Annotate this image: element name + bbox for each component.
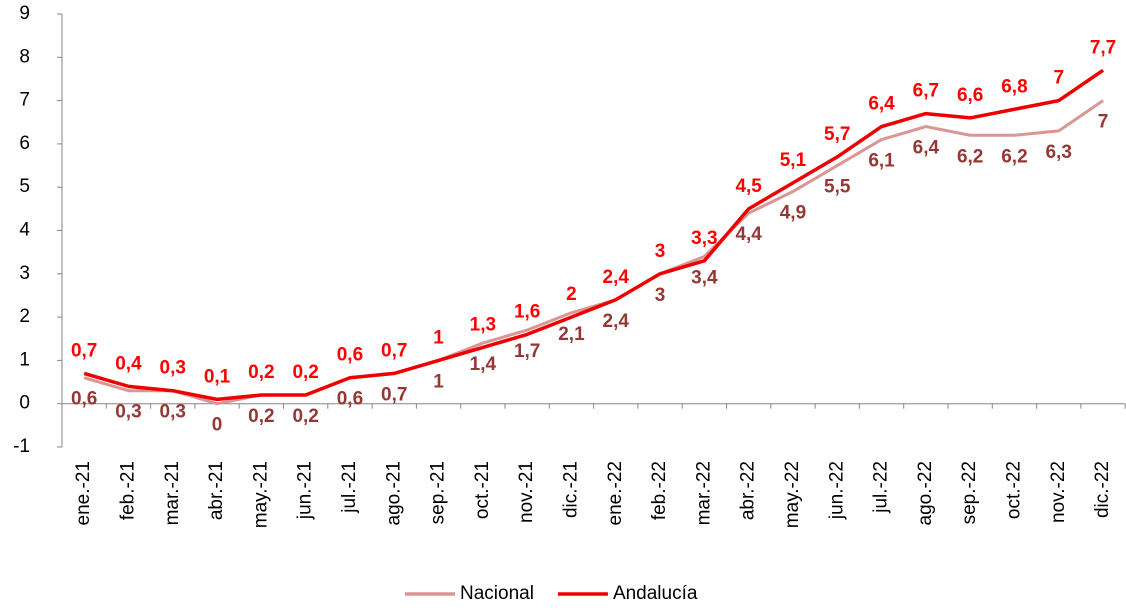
data-label: 6,7 <box>913 81 939 102</box>
x-tick-label: mar.-21 <box>162 461 183 525</box>
data-label: 0,2 <box>292 406 318 427</box>
x-tick-label: feb.-21 <box>117 461 138 520</box>
data-label: 3,3 <box>691 228 717 249</box>
data-label: 0,2 <box>248 362 274 383</box>
data-label: 1,3 <box>470 314 496 335</box>
x-tick-label: mar.-22 <box>693 461 714 525</box>
y-tick-label: 0 <box>19 393 30 414</box>
x-tick-label: ene.-21 <box>73 461 94 525</box>
data-label: 1 <box>433 327 444 348</box>
data-label: 6,1 <box>868 151 895 172</box>
y-tick-label: 8 <box>19 46 30 67</box>
x-tick-label: nov.-22 <box>1048 461 1069 523</box>
legend-label: Andalucía <box>613 583 698 604</box>
x-tick-label: dic.-21 <box>560 461 581 518</box>
legend-label: Nacional <box>460 583 534 604</box>
x-tick-label: nov.-21 <box>516 461 537 523</box>
x-tick-label: feb.-22 <box>649 461 670 520</box>
data-label: 6,6 <box>957 85 983 106</box>
data-line <box>83 99 1104 406</box>
data-label: 6,2 <box>1001 146 1027 167</box>
x-tick-label: sep.-21 <box>428 461 449 524</box>
data-label: 0,6 <box>337 389 363 410</box>
data-label: 5,1 <box>780 150 807 171</box>
x-tick-label: jun.-22 <box>826 461 847 520</box>
x-tick-label: oct.-22 <box>1003 461 1024 519</box>
y-tick-label: -1 <box>13 436 30 457</box>
data-label: 2,1 <box>558 324 585 345</box>
data-label: 0,7 <box>71 340 97 361</box>
data-label: 2 <box>566 284 577 305</box>
x-tick-label: ago.-22 <box>915 461 936 525</box>
data-label: 3 <box>655 285 666 306</box>
data-label: 1,7 <box>514 341 540 362</box>
data-label: 6,2 <box>957 146 983 167</box>
data-label: 0,7 <box>381 340 407 361</box>
data-label: 2,4 <box>603 267 630 288</box>
data-label: 0,1 <box>204 366 231 387</box>
data-label: 0,6 <box>337 345 363 366</box>
data-label: 6,4 <box>913 138 940 159</box>
data-label: 5,7 <box>824 124 850 145</box>
data-label: 0,6 <box>71 389 97 410</box>
data-label: 0,3 <box>160 358 186 379</box>
data-label: 0,4 <box>115 353 142 374</box>
x-tick-label: ene.-22 <box>605 461 626 525</box>
x-tick-label: abr.-22 <box>738 461 759 520</box>
data-label: 4,9 <box>780 203 806 224</box>
data-label: 6,8 <box>1001 76 1027 97</box>
data-label: 1 <box>433 371 444 392</box>
data-label: 0,7 <box>381 384 407 405</box>
data-label: 6,4 <box>868 94 895 115</box>
x-tick-label: dic.-22 <box>1092 461 1113 518</box>
data-label: 1,6 <box>514 301 540 322</box>
data-label: 0,2 <box>248 406 274 427</box>
x-tick-label: may.-22 <box>782 461 803 528</box>
y-tick-label: 7 <box>19 90 30 111</box>
x-tick-label: jul.-21 <box>339 461 360 514</box>
data-label: 4,4 <box>735 224 762 245</box>
y-tick-label: 5 <box>19 176 30 197</box>
x-tick-label: sep.-22 <box>959 461 980 524</box>
y-tick-label: 9 <box>19 3 30 24</box>
y-tick-label: 1 <box>19 349 30 370</box>
x-tick-label: jul.-22 <box>871 461 892 514</box>
x-tick-label: may.-21 <box>250 461 271 528</box>
data-label: 3,4 <box>691 267 718 288</box>
x-tick-label: jun.-21 <box>295 461 316 520</box>
data-label: 7 <box>1098 112 1109 133</box>
data-label: 0,2 <box>292 362 318 383</box>
data-label: 0 <box>212 415 223 436</box>
x-tick-label: oct.-21 <box>472 461 493 519</box>
data-label: 0,3 <box>160 402 186 423</box>
data-label: 4,5 <box>735 176 762 197</box>
data-label: 2,4 <box>603 311 630 332</box>
x-tick-label: ago.-21 <box>383 461 404 525</box>
data-label: 6,3 <box>1046 142 1072 163</box>
data-label: 7,7 <box>1090 37 1116 58</box>
y-tick-label: 4 <box>19 220 30 241</box>
data-label: 0,3 <box>115 402 141 423</box>
x-tick-label: abr.-21 <box>206 461 227 520</box>
data-line <box>83 68 1105 402</box>
y-tick-label: 2 <box>19 306 30 327</box>
y-tick-label: 6 <box>19 133 30 154</box>
data-label: 7 <box>1053 68 1064 89</box>
y-tick-label: 3 <box>19 263 30 284</box>
data-label: 3 <box>655 241 666 262</box>
data-label: 1,4 <box>470 354 497 375</box>
data-label: 5,5 <box>824 177 851 198</box>
